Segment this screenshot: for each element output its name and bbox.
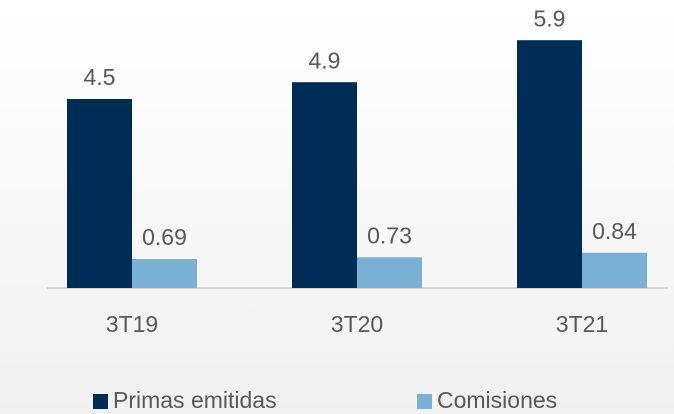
- legend-swatch: [417, 394, 432, 409]
- value-label: 4.9: [309, 47, 341, 73]
- x-tick-label: 3T20: [331, 311, 383, 337]
- legend-swatch: [93, 394, 108, 409]
- x-tick-label: 3T19: [106, 311, 158, 337]
- bar: [292, 82, 357, 288]
- bar: [67, 99, 132, 288]
- bar: [582, 252, 647, 288]
- bar: [517, 40, 582, 289]
- value-label: 0.73: [367, 222, 412, 248]
- legend-label: Primas emitidas: [113, 387, 277, 413]
- x-tick-label: 3T21: [556, 311, 608, 337]
- value-label: 5.9: [534, 5, 566, 31]
- bar: [357, 257, 422, 288]
- value-label: 4.5: [84, 64, 116, 90]
- value-label: 0.69: [142, 224, 187, 250]
- legend-label: Comisiones: [437, 387, 557, 413]
- bar: [132, 259, 197, 288]
- value-label: 0.84: [592, 218, 637, 244]
